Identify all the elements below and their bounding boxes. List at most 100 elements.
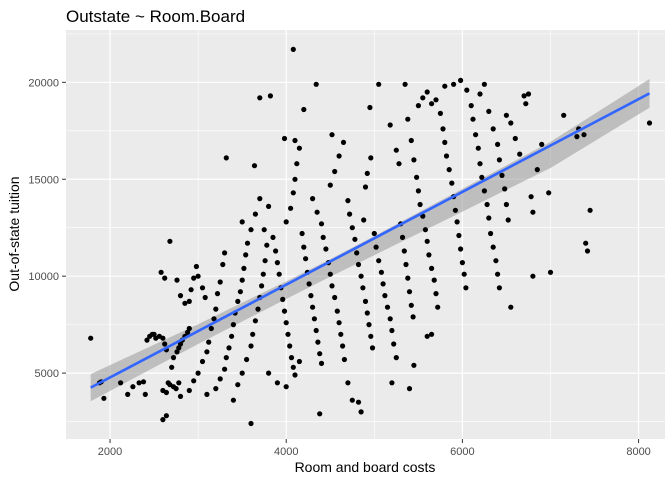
data-point xyxy=(186,387,192,394)
data-point xyxy=(217,279,223,285)
data-point xyxy=(266,203,272,209)
x-axis-title: Room and board costs xyxy=(295,459,436,475)
data-point xyxy=(443,153,450,159)
data-point xyxy=(317,411,323,417)
data-point xyxy=(229,333,235,339)
y-tick-label: 10000 xyxy=(28,271,59,283)
data-point xyxy=(440,126,446,132)
data-point xyxy=(151,331,157,337)
data-point xyxy=(301,244,307,250)
data-point xyxy=(327,182,333,188)
data-point xyxy=(160,417,166,423)
data-point xyxy=(454,219,460,225)
data-point xyxy=(188,287,194,293)
data-point xyxy=(401,248,407,254)
data-point xyxy=(458,77,464,83)
y-axis-title: Out-of-state tuition xyxy=(6,176,22,291)
data-point xyxy=(354,250,360,256)
data-point xyxy=(366,322,372,328)
data-point xyxy=(223,355,229,361)
y-axis-ticks: 5000 10000 15000 20000 xyxy=(28,77,66,380)
data-point xyxy=(508,120,514,126)
data-point xyxy=(517,151,523,157)
data-point xyxy=(587,207,593,213)
data-point xyxy=(264,242,270,248)
data-point xyxy=(182,300,188,306)
data-point xyxy=(262,258,268,264)
data-point xyxy=(88,335,94,341)
data-point xyxy=(583,240,589,246)
data-point xyxy=(318,221,325,227)
data-point xyxy=(451,81,457,87)
data-point xyxy=(477,161,483,167)
data-point xyxy=(208,325,214,332)
data-point xyxy=(358,409,364,415)
data-point xyxy=(314,209,320,215)
data-point xyxy=(177,393,184,399)
data-point xyxy=(369,345,376,351)
data-point xyxy=(486,215,492,221)
grid-minor xyxy=(66,30,665,439)
data-point xyxy=(403,261,409,268)
data-point xyxy=(206,339,212,345)
data-point xyxy=(410,314,416,320)
data-point xyxy=(414,174,420,180)
data-point xyxy=(503,201,509,208)
data-point xyxy=(217,376,223,382)
data-point xyxy=(336,320,342,326)
data-point xyxy=(364,170,370,176)
data-point xyxy=(402,81,408,87)
data-point xyxy=(391,341,397,347)
data-point xyxy=(415,188,421,194)
x-tick-label: 6000 xyxy=(450,446,474,458)
data-point xyxy=(530,273,536,279)
data-point xyxy=(368,333,374,339)
data-point xyxy=(191,275,197,281)
data-point xyxy=(352,236,358,242)
data-point xyxy=(202,294,208,301)
data-point xyxy=(270,234,276,240)
data-point xyxy=(347,211,353,217)
y-tick-label: 15000 xyxy=(28,174,59,186)
data-point xyxy=(276,271,282,277)
data-point xyxy=(160,335,166,341)
data-point xyxy=(140,379,147,385)
data-point xyxy=(241,265,247,271)
data-point xyxy=(488,230,494,237)
data-point xyxy=(376,81,382,87)
data-point xyxy=(442,83,448,89)
data-point xyxy=(101,395,107,401)
data-point xyxy=(177,341,184,347)
data-point xyxy=(296,145,302,151)
data-point xyxy=(274,260,280,266)
data-point xyxy=(167,238,173,244)
data-point xyxy=(442,139,448,145)
data-point xyxy=(345,380,351,386)
data-point xyxy=(406,386,413,392)
data-point xyxy=(523,101,529,107)
data-point xyxy=(355,399,362,405)
data-point xyxy=(296,358,302,365)
data-point xyxy=(396,161,402,167)
data-point xyxy=(248,343,254,349)
data-point xyxy=(327,271,333,277)
data-point xyxy=(290,190,296,196)
data-point xyxy=(244,356,250,363)
data-point xyxy=(393,355,399,361)
data-point xyxy=(226,345,232,351)
data-point xyxy=(174,277,180,283)
data-point xyxy=(433,291,439,297)
data-point xyxy=(411,362,417,368)
data-point xyxy=(244,240,251,246)
data-point xyxy=(248,420,254,427)
data-point xyxy=(186,325,192,332)
y-tick-label: 5000 xyxy=(35,368,59,380)
data-point xyxy=(281,308,288,314)
data-point xyxy=(204,391,210,397)
data-point xyxy=(405,116,411,122)
data-point xyxy=(424,333,430,339)
data-point xyxy=(250,331,256,337)
data-point xyxy=(193,263,199,270)
data-point xyxy=(292,372,298,378)
data-point xyxy=(292,176,298,182)
